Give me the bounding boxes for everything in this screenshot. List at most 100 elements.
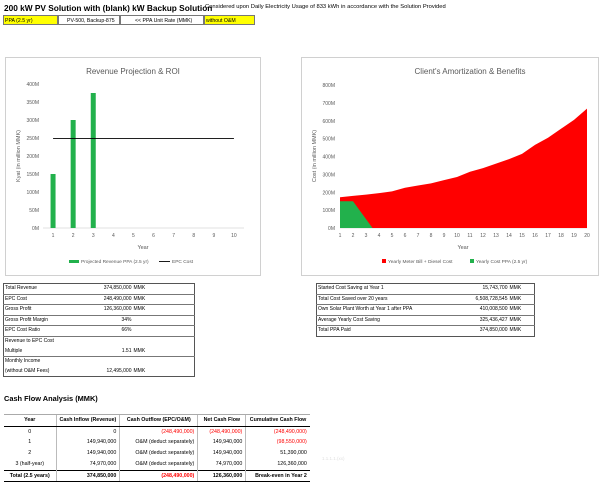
x-tick-label: 4 — [112, 233, 115, 239]
system-config-cell[interactable]: PV-500, Backup-875 — [58, 15, 120, 25]
summary-row: Revenue to EPC Cost — [3, 335, 195, 347]
cashflow-table: Year Cash Inflow (Revenue) Cash Outflow (E… — [4, 414, 310, 483]
x-tick-label: 9 — [443, 233, 446, 239]
cashflow-total-cell: (248,490,000) — [119, 469, 198, 483]
summary-row: Total PPA Paid 374,850,000 MMK — [316, 325, 535, 337]
summary-unit: MMK — [133, 367, 146, 374]
om-option-cell[interactable]: without O&M — [204, 15, 255, 25]
cashflow-cell: 3 (half-year) — [15, 460, 45, 467]
summary-label: Started Cost Saving at Year 1 — [318, 285, 384, 291]
amortization-chart: Client's Amortization & Benefits Cost (i… — [312, 67, 590, 265]
summary-unit: MMK — [133, 285, 146, 291]
x-tick-label: 7 — [417, 233, 420, 239]
cashflow-cell: 149,940,000 — [197, 448, 246, 459]
cashflow-header-cell: Cash Inflow (Revenue) — [55, 414, 120, 427]
y-tick-label: 0M — [32, 226, 39, 232]
report-title: 200 kW PV Solution with (blank) kW Backu… — [4, 3, 213, 13]
summary-row: Total Cost Saved over 20 years 6,508,728,… — [316, 293, 535, 305]
cashflow-header-cell: Net Cash Flow — [197, 414, 246, 427]
y-tick-label: 800M — [322, 83, 335, 89]
summary-row: Own Solar Plant Worth at Year 1 after PP… — [316, 304, 535, 316]
x-tick-label: 2 — [72, 233, 75, 239]
cashflow-header-cell: Year — [4, 414, 56, 427]
cashflow-table-wrapper: Year Cash Inflow (Revenue) Cash Outflow (E… — [4, 414, 310, 483]
amortization-chart-y-axis-label: Cost (in million MMK) — [312, 130, 318, 182]
cashflow-cell: O&M (deduct separately) — [119, 448, 198, 459]
cashflow-row: 0 0 (248,490,000) (248,490,000) (248,490,000… — [4, 426, 310, 438]
legend-ppa-swatch — [470, 259, 474, 263]
legend-meter-label: Yearly Meter Bill + Diesel Cost — [388, 259, 453, 265]
cashflow-header-cell: Cash Outflow (EPC/O&M) — [119, 414, 198, 427]
summary-value — [78, 356, 133, 367]
y-tick-label: 200M — [26, 154, 39, 160]
summary-row: EPC Cost 248,490,000 MMK — [3, 293, 195, 305]
cashflow-cell: (98,550,000) — [245, 437, 310, 449]
cashflow-total-cell: 126,360,000 — [197, 469, 246, 483]
cashflow-cell: 149,940,000 — [55, 448, 120, 459]
legend-meter-swatch — [382, 259, 386, 263]
x-tick-label: 9 — [212, 233, 215, 239]
summary-value: 12,495,000 — [106, 367, 132, 374]
summary-row: Total Revenue 374,850,000 MMK — [4, 284, 195, 295]
savings-summary-table: Started Cost Saving at Year 1 15,743,700 M… — [316, 283, 535, 337]
y-tick-label: 150M — [26, 172, 39, 178]
ppa-unit-rate-cell: << PPA Unit Rate (MMK) — [120, 15, 204, 25]
summary-row: Average Yearly Cost Saving 325,436,427 MMK — [316, 314, 535, 326]
revenue-chart-title: Revenue Projection & ROI — [86, 67, 180, 76]
cashflow-total-cell: 374,850,000 — [55, 469, 120, 483]
revenue-summary-table: Total Revenue 374,850,000 MMK EPC Cost 248,4… — [3, 283, 195, 378]
y-tick-label: 600M — [322, 119, 335, 125]
x-tick-label: 15 — [519, 233, 525, 239]
summary-value: 374,850,000 — [436, 325, 509, 337]
y-tick-label: 200M — [322, 190, 335, 196]
cashflow-header-cell: Cumulative Cash Flow — [245, 414, 310, 427]
x-tick-label: 10 — [231, 233, 237, 239]
legend-epc-label: EPC Cost — [172, 259, 194, 265]
cashflow-cell: 149,940,000 — [197, 437, 246, 449]
revenue-bar — [50, 174, 56, 228]
summary-value: 15,743,700 — [482, 285, 508, 291]
x-tick-label: 14 — [506, 233, 512, 239]
revenue-chart-y-axis-label: Kyat (in million MMK) — [16, 130, 22, 182]
ppa-term-cell[interactable]: PPA (2.5 yr) — [3, 15, 58, 25]
summary-row: Monthly Income — [3, 356, 195, 367]
cashflow-cell: 1 — [28, 439, 32, 446]
summary-unit: MMK — [133, 347, 146, 354]
summary-value: 66% — [78, 325, 133, 337]
x-tick-label: 1 — [52, 233, 55, 239]
summary-label: Total Cost Saved over 20 years — [316, 293, 437, 305]
x-tick-label: 8 — [430, 233, 433, 239]
amortization-chart-x-axis-label: Year — [457, 245, 468, 251]
y-tick-label: 250M — [26, 136, 39, 142]
y-tick-label: 400M — [322, 155, 335, 161]
summary-row: (without O&M Fees) 12,495,000 MMK — [4, 367, 195, 377]
y-tick-label: 350M — [26, 100, 39, 106]
x-tick-label: 5 — [391, 233, 394, 239]
summary-label: Revenue to EPC Cost — [3, 335, 79, 347]
revenue-summary: Total Revenue 374,850,000 MMK EPC Cost 248,4… — [3, 283, 195, 378]
summary-label: Total PPA Paid — [316, 325, 437, 337]
summary-unit: MMK — [508, 304, 535, 316]
cashflow-cell: O&M (deduct separately) — [119, 437, 198, 449]
summary-label: Total Revenue — [5, 285, 37, 291]
summary-value: 6,508,728,545 — [436, 293, 509, 305]
savings-summary: Started Cost Saving at Year 1 15,743,700 M… — [316, 283, 535, 337]
summary-value: 1.51 — [121, 347, 132, 354]
revenue-bar — [70, 120, 76, 228]
summary-unit: MMK — [132, 304, 195, 316]
x-tick-label: 19 — [571, 233, 577, 239]
cashflow-row: 1 149,940,000 O&M (deduct separately) 149,9… — [4, 437, 310, 449]
x-tick-label: 8 — [192, 233, 195, 239]
cashflow-cell: (248,490,000) — [197, 426, 246, 438]
cashflow-total-cell: Break-even in Year 2 — [245, 469, 310, 483]
summary-label: Average Yearly Cost Saving — [316, 314, 437, 326]
summary-label: Gross Profit — [3, 304, 79, 316]
watermark-text: 1.1.1.1.(xx) — [322, 456, 345, 461]
cashflow-total-row: Total (2.5 years) 374,850,000 (248,490,000… — [4, 469, 310, 483]
x-tick-label: 2 — [352, 233, 355, 239]
summary-value: 248,490,000 — [78, 293, 133, 305]
x-tick-label: 20 — [584, 233, 590, 239]
amortization-chart-title: Client's Amortization & Benefits — [415, 67, 526, 76]
cashflow-cell: 2 — [28, 450, 32, 457]
cashflow-row: 2 149,940,000 O&M (deduct separately) 149,9… — [4, 448, 310, 459]
